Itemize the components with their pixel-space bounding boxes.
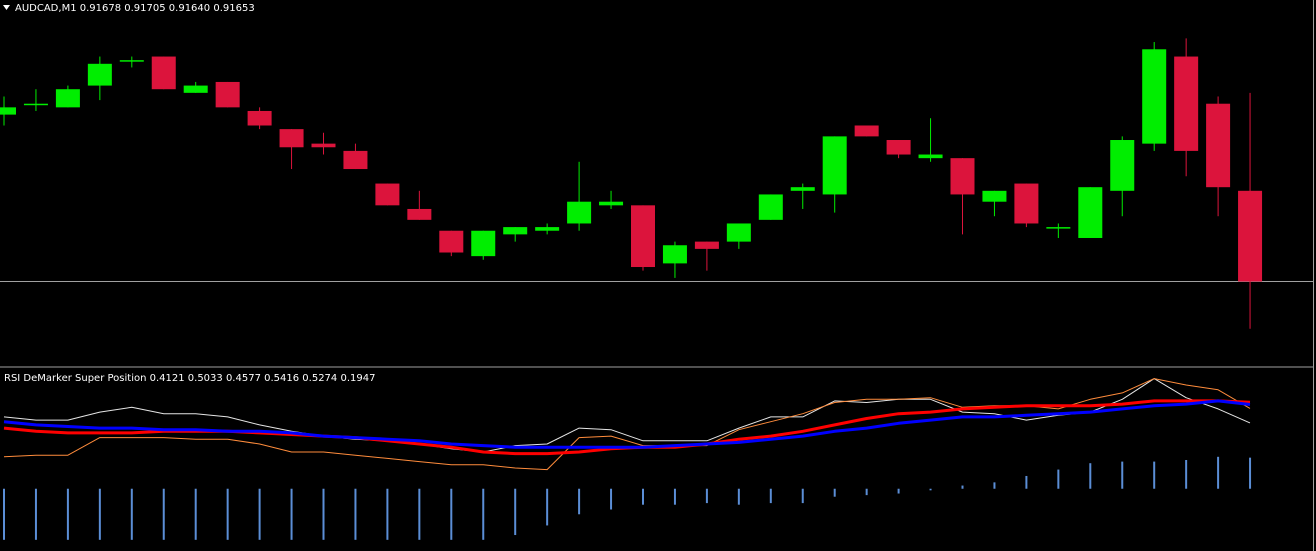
- candle-body: [694, 241, 719, 249]
- candle-body: [407, 208, 432, 220]
- candle-body: [0, 107, 16, 115]
- indicator-line: [3, 399, 1251, 449]
- candle-body: [1142, 49, 1167, 144]
- candle-body: [1078, 187, 1103, 238]
- menu-arrow[interactable]: [3, 5, 10, 10]
- candle-body: [311, 143, 336, 148]
- candle-body: [183, 85, 208, 93]
- candle-body: [55, 89, 80, 108]
- candle-body: [439, 230, 464, 253]
- candle-body: [822, 136, 847, 195]
- candle-body: [151, 56, 176, 90]
- candle-body: [1014, 183, 1039, 224]
- indicator-line: [3, 378, 1251, 471]
- candle-body: [1206, 103, 1231, 188]
- candle-body: [758, 194, 783, 220]
- candle-body: [918, 154, 943, 159]
- candle-body: [726, 223, 751, 242]
- symbol-header: AUDCAD,M1 0.91678 0.91705 0.91640 0.9165…: [15, 3, 255, 14]
- candle-body: [247, 110, 272, 126]
- candle-body: [631, 205, 655, 268]
- candle-body: [471, 230, 496, 257]
- candle-body: [567, 201, 592, 224]
- candle-body: [599, 201, 624, 206]
- candle-body: [119, 60, 144, 62]
- candle-body: [503, 227, 528, 235]
- candle-body: [854, 125, 879, 137]
- candle-body: [1174, 56, 1199, 151]
- candle-body: [950, 158, 975, 195]
- indicator-header: RSI DeMarker Super Position 0.4121 0.503…: [4, 373, 375, 384]
- candle-body: [215, 81, 240, 108]
- candle-body: [343, 150, 368, 170]
- candle-body: [790, 187, 815, 191]
- candle-body: [982, 190, 1007, 202]
- candle-body: [279, 129, 304, 148]
- candle-body: [23, 103, 48, 106]
- candle-body: [662, 245, 687, 264]
- candle-body: [1238, 190, 1263, 282]
- candle-body: [535, 227, 560, 231]
- candle-body: [1046, 227, 1071, 229]
- candle-body: [886, 140, 911, 155]
- indicator-line: [3, 378, 1251, 453]
- candle-body: [1110, 140, 1135, 191]
- candle-body: [375, 183, 400, 206]
- candle-body: [87, 63, 112, 86]
